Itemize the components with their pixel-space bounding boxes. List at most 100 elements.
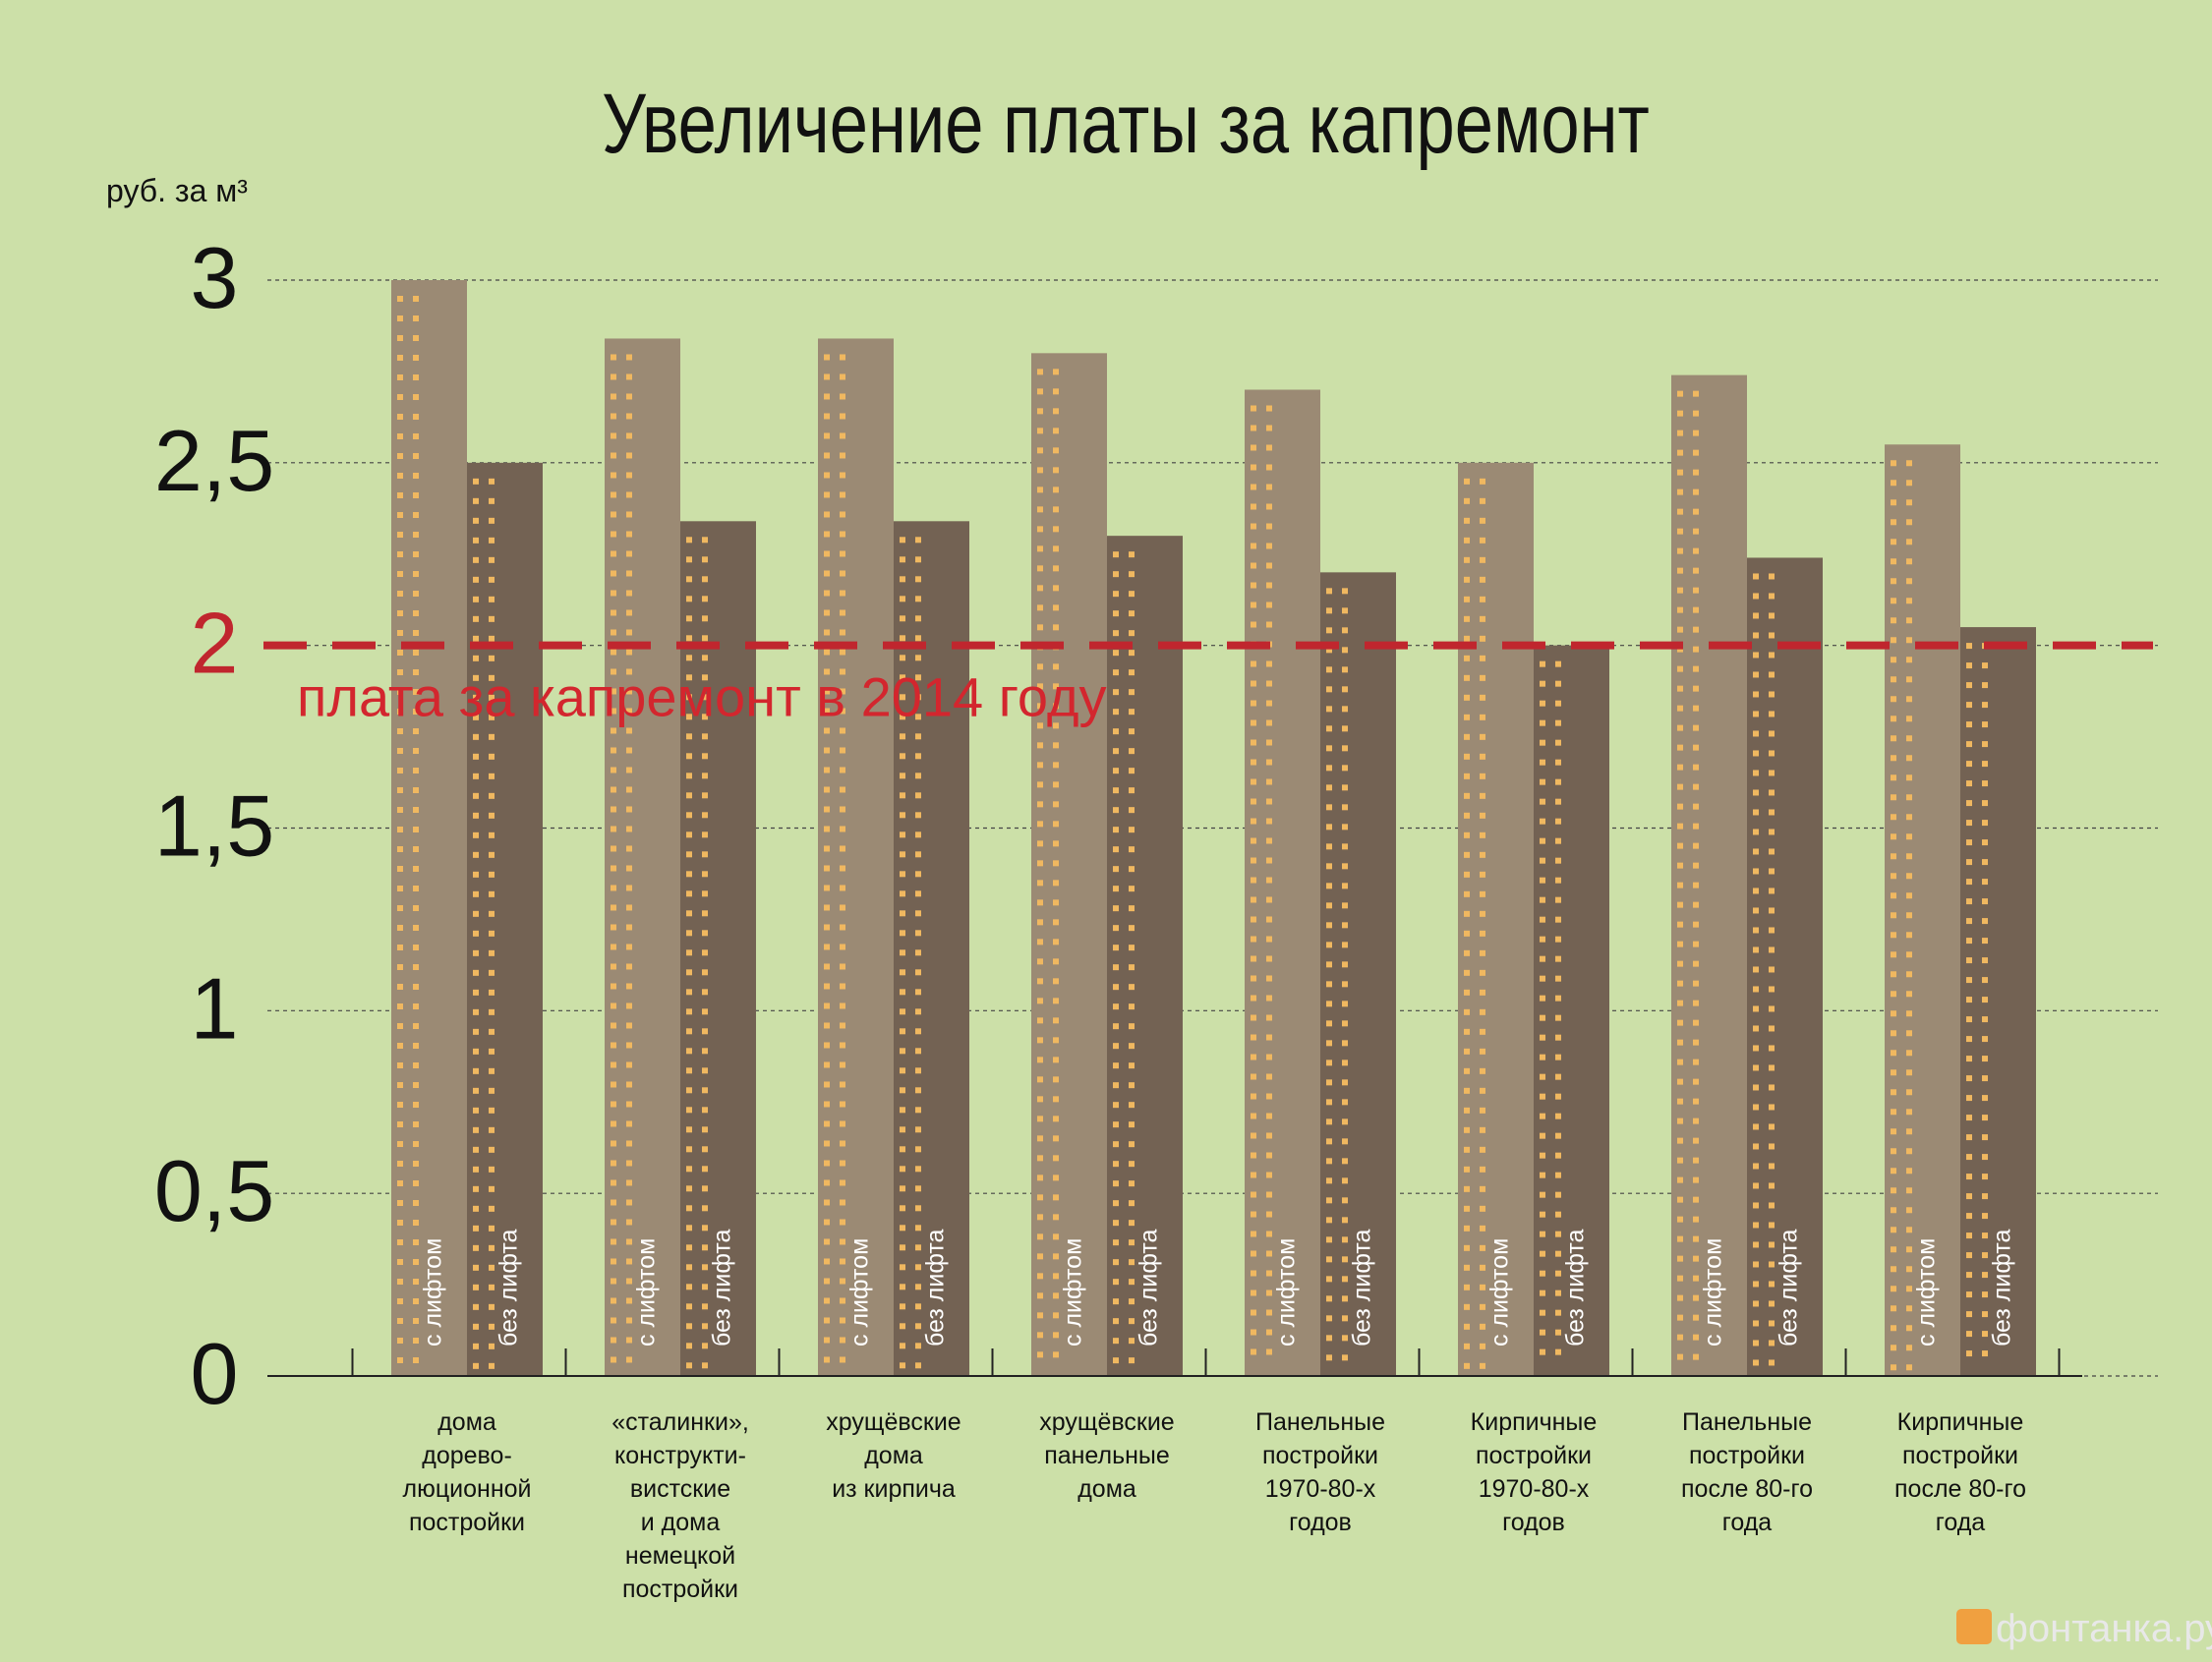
window-dot [1266, 857, 1272, 864]
window-dot [1677, 390, 1683, 397]
window-dot [1555, 955, 1561, 962]
window-dot [824, 1297, 830, 1304]
window-dot [626, 668, 632, 675]
window-dot [1326, 1020, 1332, 1027]
window-dot [1053, 1233, 1059, 1240]
window-dot [489, 812, 495, 819]
window-dot [1982, 702, 1988, 709]
window-dot [1693, 842, 1699, 849]
window-dot [413, 709, 419, 715]
category-label-line: дорево- [422, 1442, 512, 1469]
window-dot [1266, 602, 1272, 608]
window-dot [1053, 880, 1059, 887]
window-dot [413, 433, 419, 439]
window-dot [1113, 846, 1119, 853]
window-dot [1677, 469, 1683, 476]
window-dot [915, 1028, 921, 1035]
window-dot [611, 1317, 616, 1324]
window-dot [1464, 1146, 1470, 1153]
series-label: без лифта [1349, 1229, 1376, 1347]
window-dot [900, 733, 905, 740]
window-dot [702, 1185, 708, 1192]
window-dot [1266, 1034, 1272, 1041]
window-dot [1037, 1057, 1043, 1063]
window-dot [1906, 912, 1912, 919]
window-dot [413, 728, 419, 734]
window-dot [1753, 770, 1759, 776]
window-dot [1540, 1211, 1545, 1218]
window-dot [1464, 969, 1470, 976]
window-dot [702, 1264, 708, 1271]
window-dot [1129, 1318, 1135, 1325]
window-dot [1891, 991, 1896, 998]
logo-badge-icon [1956, 1609, 1992, 1644]
window-dot [1906, 735, 1912, 742]
window-dot [1251, 877, 1256, 884]
window-dot [824, 1042, 830, 1049]
window-dot [473, 615, 479, 622]
window-dot [626, 1081, 632, 1088]
window-dot [1053, 428, 1059, 434]
window-dot [1251, 1152, 1256, 1159]
window-dot [915, 537, 921, 544]
window-dot [1677, 449, 1683, 456]
window-dot [1037, 919, 1043, 926]
window-dot [686, 1067, 692, 1074]
window-dot [413, 1298, 419, 1304]
window-dot [1480, 537, 1485, 544]
window-dot [473, 694, 479, 701]
window-dot [1906, 578, 1912, 585]
window-dot [1129, 1298, 1135, 1305]
window-dot [1769, 1300, 1775, 1307]
window-dot [1464, 989, 1470, 996]
window-dot [413, 1082, 419, 1088]
window-dot [1342, 725, 1348, 732]
window-dot [915, 1264, 921, 1271]
window-dot [1693, 1078, 1699, 1085]
window-dot [840, 1081, 845, 1088]
window-dot [1113, 709, 1119, 716]
window-dot [1113, 1357, 1119, 1364]
window-dot [1891, 1148, 1896, 1155]
window-dot [626, 354, 632, 361]
window-dot [1540, 719, 1545, 726]
window-dot [1251, 1054, 1256, 1060]
window-dot [611, 944, 616, 950]
window-dot [1129, 1220, 1135, 1227]
window-dot [1129, 669, 1135, 676]
window-dot [397, 1003, 403, 1009]
series-label: с лифтом [1486, 1238, 1514, 1347]
window-dot [1693, 862, 1699, 869]
window-dot [1464, 655, 1470, 661]
window-dot [1037, 1233, 1043, 1240]
window-dot [1266, 1054, 1272, 1060]
window-dot [397, 1043, 403, 1049]
window-dot [702, 871, 708, 878]
window-dot [626, 1356, 632, 1363]
window-dot [1129, 1279, 1135, 1286]
window-dot [1769, 1064, 1775, 1071]
window-dot [1966, 1036, 1972, 1043]
window-dot [1769, 888, 1775, 894]
window-dot [611, 1081, 616, 1088]
window-dot [1480, 1264, 1485, 1271]
window-dot [413, 335, 419, 341]
window-dot [473, 576, 479, 583]
window-dot [1891, 1266, 1896, 1273]
window-dot [824, 767, 830, 774]
window-dot [626, 1120, 632, 1127]
window-dot [626, 432, 632, 439]
window-dot [840, 570, 845, 577]
window-dot [1053, 369, 1059, 375]
window-dot [1982, 1016, 1988, 1023]
category-label-line: годов [1289, 1509, 1352, 1536]
window-dot [1326, 686, 1332, 693]
window-dot [1480, 635, 1485, 642]
window-dot [397, 886, 403, 891]
window-dot [611, 668, 616, 675]
window-dot [611, 924, 616, 931]
window-dot [473, 1166, 479, 1173]
window-dot [1266, 798, 1272, 805]
window-dot [686, 1362, 692, 1369]
window-dot [1769, 1359, 1775, 1366]
